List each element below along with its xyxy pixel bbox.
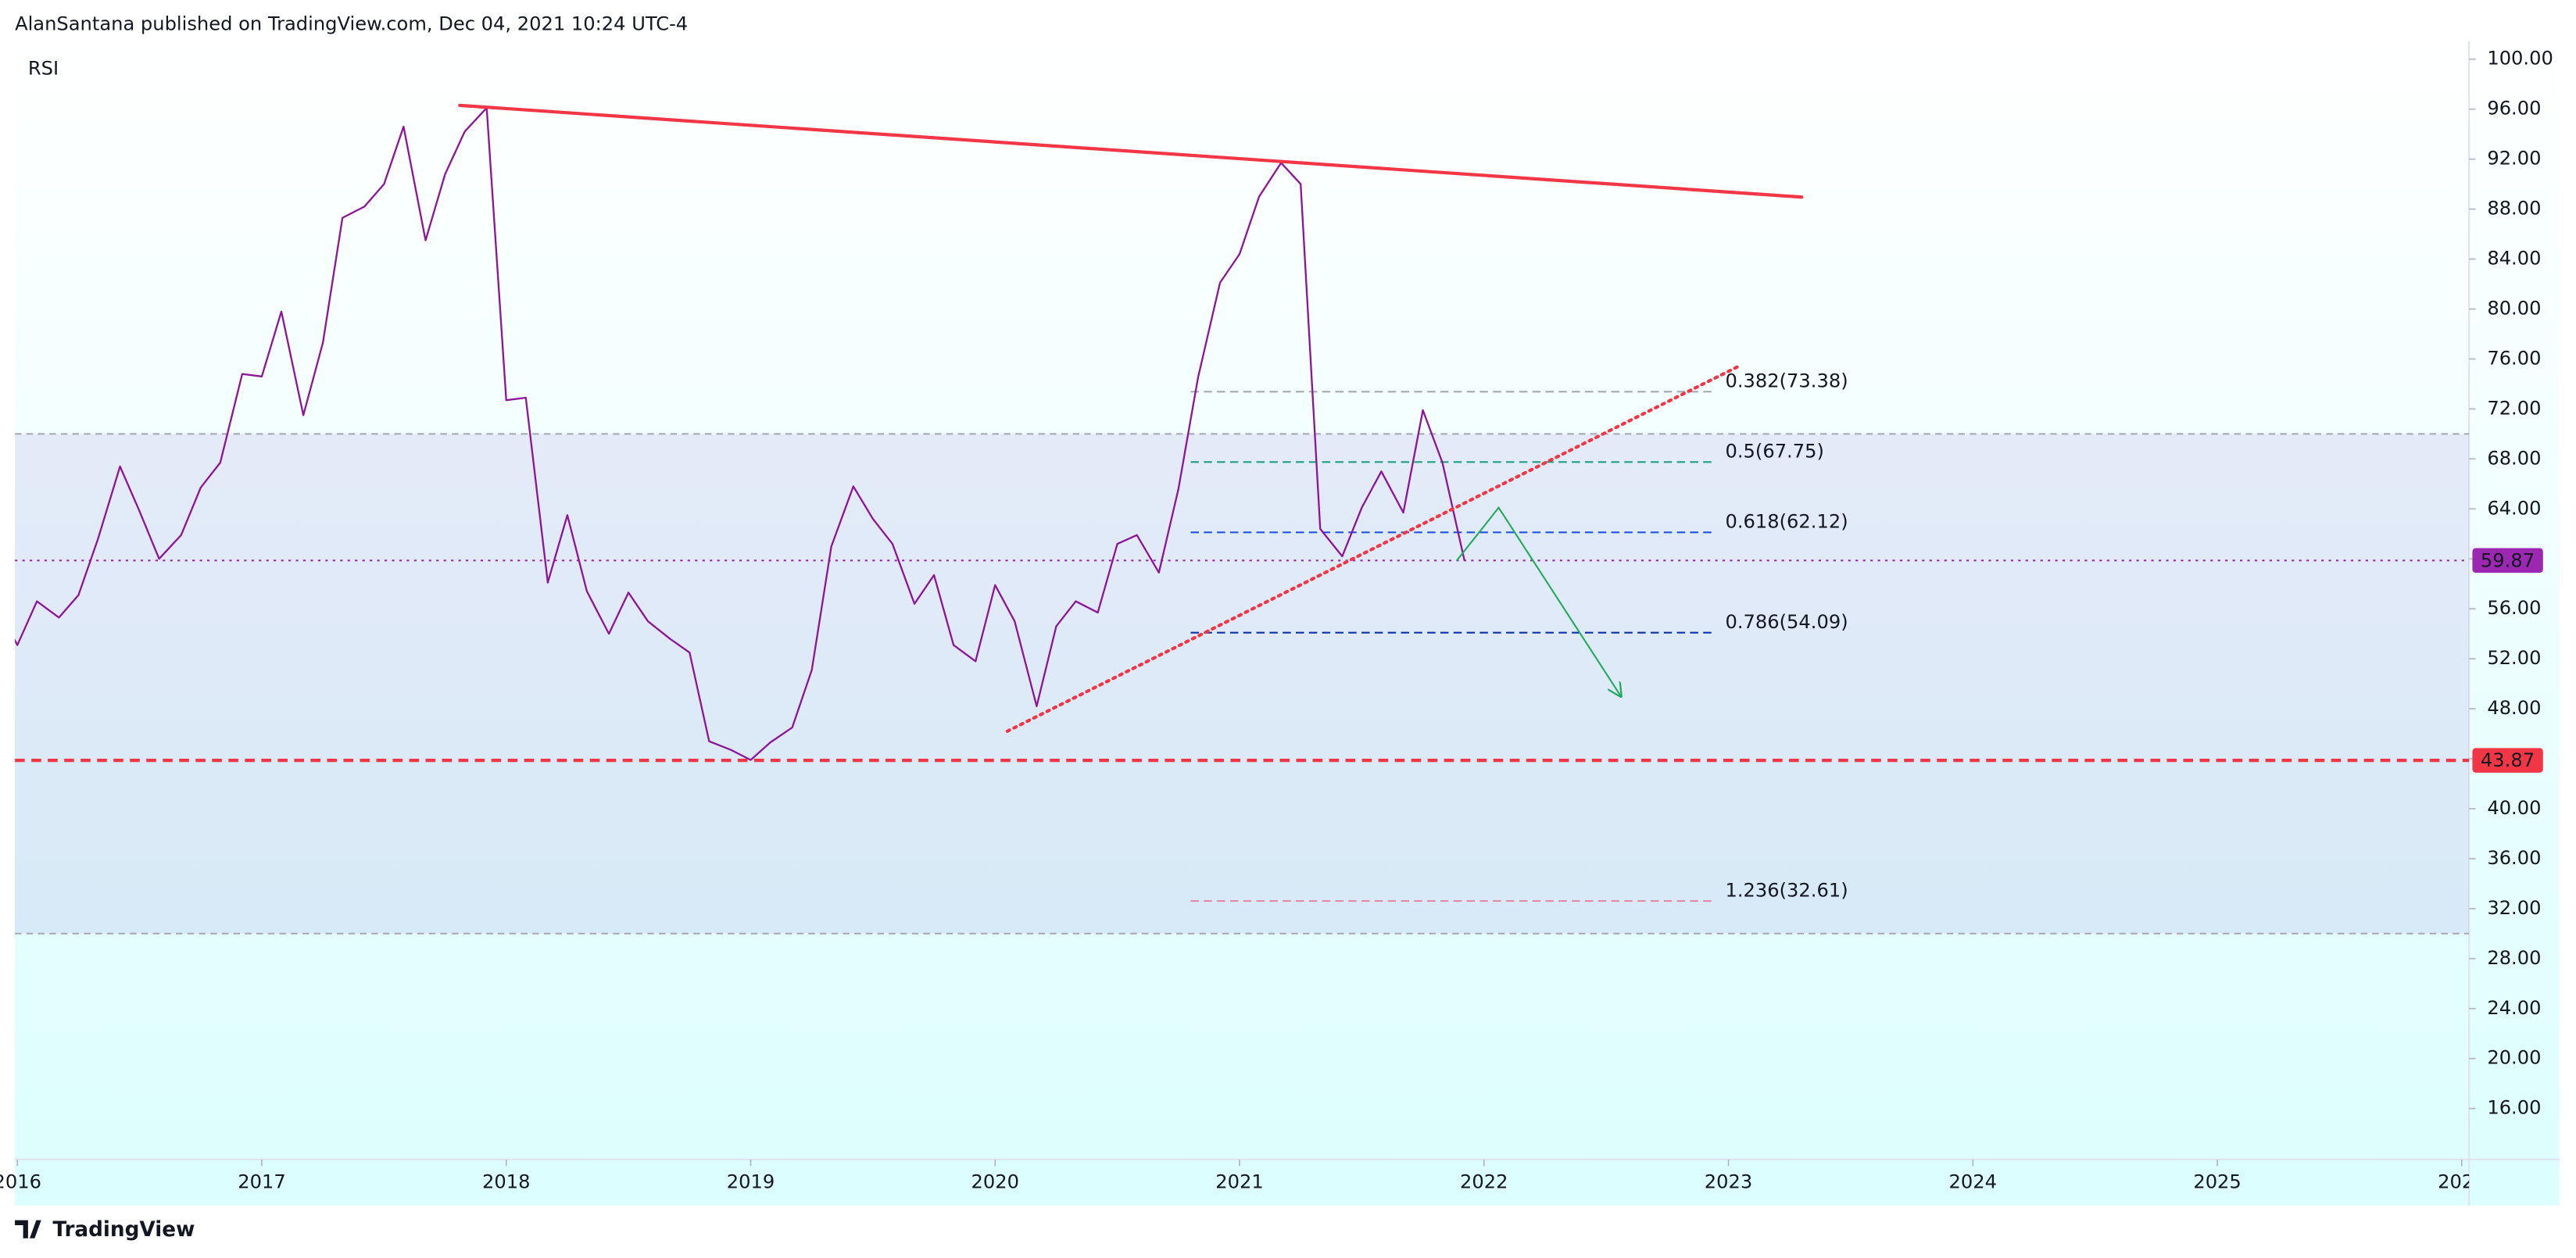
y-axis: 16.0020.0024.0028.0032.0036.0040.0044.00… — [2469, 48, 2553, 1119]
trendline — [1005, 364, 1741, 733]
plot-area: 0.382(73.38) 0.5(67.75) 0.618(62.12) 0.786(… — [15, 103, 2470, 935]
x-tick-label: 2024 — [1949, 1170, 1997, 1192]
y-tick-label: 16.00 — [2487, 1097, 2541, 1119]
x-tick-label: 2020 — [971, 1170, 1019, 1192]
x-tick-label: 2017 — [238, 1170, 285, 1192]
fib-label: 0.382(73.38) — [1725, 370, 1848, 392]
fib-label: 0.786(54.09) — [1725, 611, 1848, 633]
y-tick-label: 80.00 — [2487, 297, 2541, 319]
y-tick-label: 76.00 — [2487, 347, 2541, 369]
x-tick-label: 2019 — [727, 1170, 775, 1192]
price-label-box — [2472, 748, 2543, 773]
fib-label: 0.5(67.75) — [1725, 441, 1823, 463]
y-tick-label: 100.00 — [2487, 48, 2553, 70]
x-tick-label: 2021 — [1215, 1170, 1263, 1192]
x-tick-label: 2023 — [1705, 1170, 1752, 1192]
rsi-line — [15, 106, 1465, 761]
price-label: 59.87 — [2481, 549, 2535, 571]
x-axis: 2016 2017 2018 2019 2020 2021 2022 2023 2024 2025… — [0, 1159, 2485, 1192]
y-tick-label: 52.00 — [2487, 647, 2541, 669]
y-tick-label: 96.00 — [2487, 98, 2541, 120]
trendline — [458, 103, 1804, 199]
x-tick-label: 2026 — [2438, 1170, 2485, 1192]
fib-label: 0.618(62.12) — [1725, 511, 1848, 533]
footer-logo: TradingView — [15, 1218, 195, 1242]
x-tick-label: 2016 — [0, 1170, 41, 1192]
rsi-band — [15, 434, 2470, 934]
y-tick-label: 92.00 — [2487, 148, 2541, 170]
y-tick-label: 64.00 — [2487, 497, 2541, 519]
price-label: 43.87 — [2481, 749, 2535, 771]
y-tick-label: 36.00 — [2487, 847, 2541, 869]
x-tick-label: 2025 — [2193, 1170, 2241, 1192]
y-tick-label: 28.00 — [2487, 947, 2541, 969]
y-tick-label: 56.00 — [2487, 597, 2541, 619]
plot-background — [15, 41, 2560, 1206]
y-tick-label: 24.00 — [2487, 997, 2541, 1019]
trendline — [1456, 506, 1621, 696]
y-tick-label: 32.00 — [2487, 897, 2541, 919]
x-tick-label: 2018 — [482, 1170, 530, 1192]
y-tick-label: 40.00 — [2487, 797, 2541, 819]
logo-icon — [15, 1220, 41, 1238]
y-tick-label: 20.00 — [2487, 1047, 2541, 1069]
indicator-legend: RSI — [28, 57, 59, 79]
fib-label: 1.236(32.61) — [1725, 880, 1848, 902]
y-tick-label: 84.00 — [2487, 248, 2541, 270]
y-tick-label: 72.00 — [2487, 397, 2541, 419]
header: AlanSantana published on TradingView.com… — [15, 13, 688, 35]
footer-text: TradingView — [52, 1218, 195, 1242]
y-tick-label: 68.00 — [2487, 447, 2541, 469]
y-tick-label: 48.00 — [2487, 697, 2541, 719]
x-tick-label: 2022 — [1460, 1170, 1508, 1192]
price-label-box — [2472, 548, 2543, 574]
y-tick-label: 88.00 — [2487, 198, 2541, 220]
